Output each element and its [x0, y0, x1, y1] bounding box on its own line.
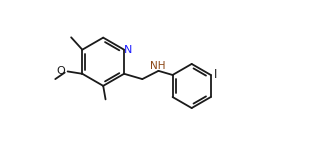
- Text: I: I: [214, 69, 217, 81]
- Text: O: O: [57, 66, 65, 76]
- Text: NH: NH: [150, 61, 165, 71]
- Text: N: N: [124, 45, 132, 55]
